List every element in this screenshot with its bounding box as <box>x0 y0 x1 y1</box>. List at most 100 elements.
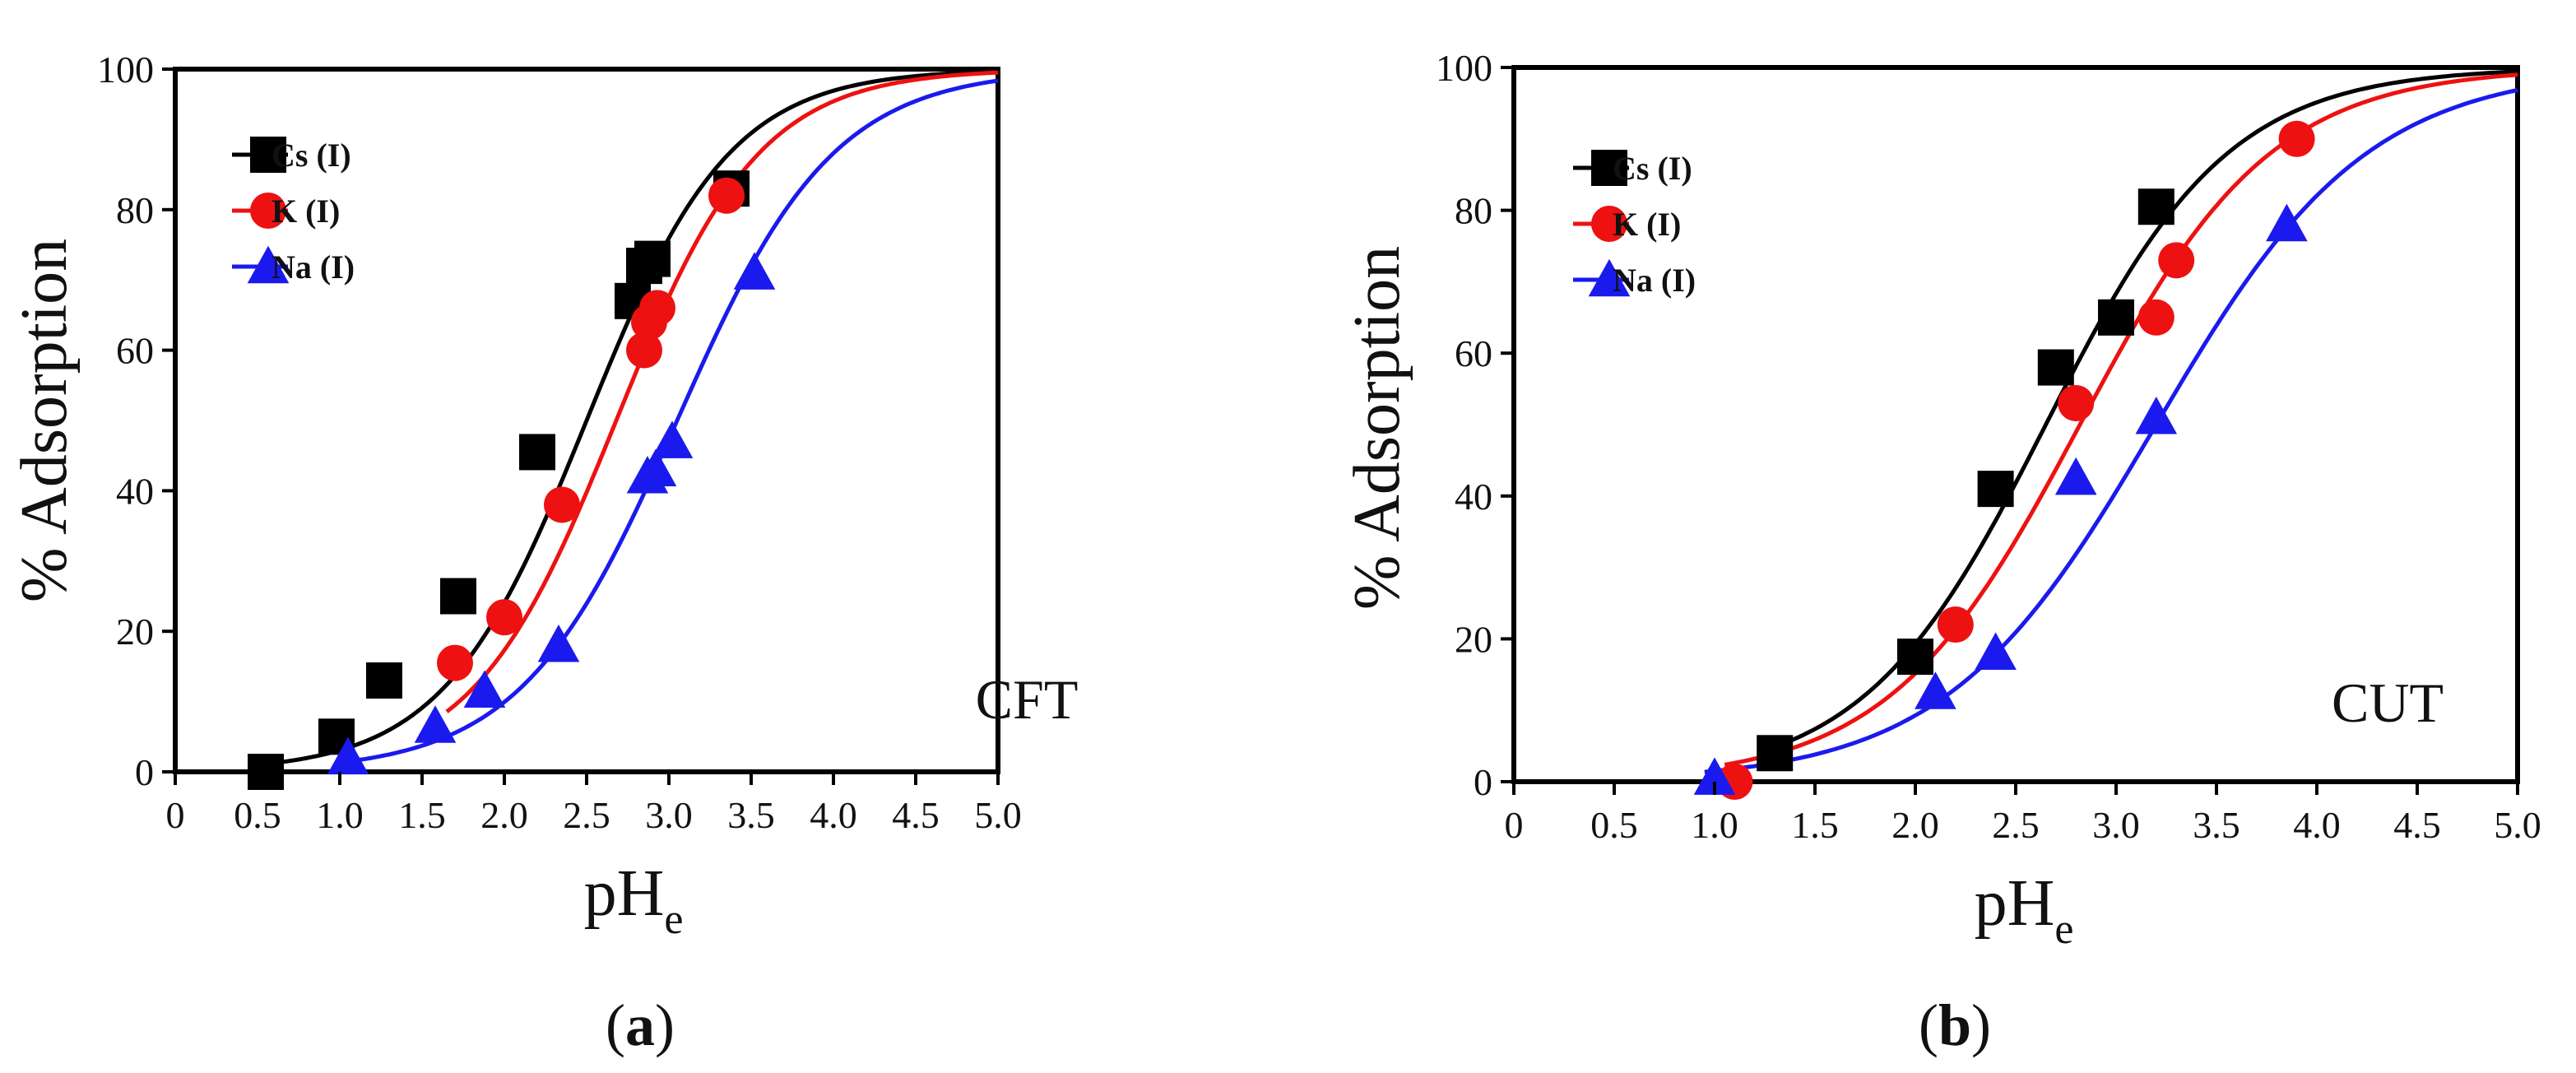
data-point-series-2 <box>2054 457 2097 495</box>
data-point-series-2 <box>1915 671 1956 709</box>
data-point-series-0 <box>634 240 671 277</box>
data-point-series-2 <box>2135 397 2178 434</box>
data-point-series-0 <box>1897 639 1933 676</box>
fit-curve-series-0 <box>257 69 999 767</box>
data-point-series-0 <box>2137 188 2175 225</box>
y-tick-label: 60 <box>116 330 154 372</box>
y-tick-label: 0 <box>135 751 154 793</box>
x-tick-label: 4.0 <box>810 794 857 836</box>
data-points <box>248 170 776 790</box>
data-point-series-1 <box>639 290 675 327</box>
y-axis-ticks: 0 20 40 60 80 100 <box>1436 47 1514 803</box>
legend-label: K (I) <box>1613 206 1681 243</box>
data-point-series-0 <box>366 662 402 699</box>
x-tick-label: 1.5 <box>1791 804 1839 846</box>
data-point-series-0 <box>440 578 476 615</box>
x-axis-ticks: 0 0.5 1.0 1.5 2.0 2.5 3.0 3.5 4.0 4.5 5.0 <box>166 772 1022 836</box>
y-tick-label: 100 <box>97 49 154 91</box>
x-tick-label: 0 <box>1505 804 1524 846</box>
x-axis-title-subscript: e <box>664 896 683 943</box>
y-tick-label: 20 <box>1455 618 1492 660</box>
legend-marker <box>1591 206 1627 242</box>
x-tick-label: 3.0 <box>2092 804 2140 846</box>
data-point-series-2 <box>1693 757 1736 795</box>
data-point-series-2 <box>651 420 694 458</box>
x-tick-label: 1.0 <box>1691 804 1738 846</box>
data-point-series-2 <box>733 252 776 290</box>
data-point-series-1 <box>437 644 473 681</box>
y-tick-label: 40 <box>1455 476 1492 518</box>
x-tick-label: 2.0 <box>1891 804 1939 846</box>
fit-curves <box>1704 69 2518 774</box>
data-point-series-0 <box>1757 735 1794 772</box>
data-point-series-1 <box>2278 120 2315 157</box>
y-tick-label: 80 <box>1455 190 1492 232</box>
x-axis-title: pHe <box>1975 867 2074 953</box>
fit-curve-series-0 <box>1764 69 2518 753</box>
x-tick-label: 4.5 <box>892 794 940 836</box>
data-point-series-2 <box>537 624 580 662</box>
x-tick-label: 4.0 <box>2293 804 2341 846</box>
data-point-series-2 <box>1975 632 2017 670</box>
caption-letter: b <box>1938 992 1971 1058</box>
data-points <box>1693 120 2315 800</box>
annotation-label: CFT <box>976 668 1079 731</box>
x-tick-label: 2.5 <box>1992 804 2040 846</box>
data-point-series-0 <box>1977 471 2014 508</box>
y-tick-label: 40 <box>116 470 154 512</box>
legend-marker <box>1591 150 1627 186</box>
data-point-series-2 <box>414 705 457 743</box>
panel-caption: (b) <box>1919 992 1991 1058</box>
panel-caption: (a) <box>606 992 675 1058</box>
y-tick-label: 20 <box>116 611 154 653</box>
y-tick-label: 60 <box>1455 332 1492 374</box>
data-point-series-1 <box>626 332 662 369</box>
x-tick-label: 2.5 <box>563 794 610 836</box>
x-axis-title-subscript: e <box>2054 906 2073 953</box>
x-tick-label: 2.0 <box>480 794 528 836</box>
annotation-label: CUT <box>2332 671 2444 734</box>
legend-marker <box>250 193 286 229</box>
legend-label: Cs (I) <box>272 137 351 174</box>
x-tick-label: 1.0 <box>316 794 364 836</box>
legend-label: Cs (I) <box>1613 150 1692 187</box>
legend: Cs (I) K (I) Na (I) <box>232 137 355 286</box>
x-tick-label: 0.5 <box>1590 804 1638 846</box>
panel-b: 0 0.5 1.0 1.5 2.0 2.5 3.0 3.5 4.0 4.5 5.0 0 20 40 60 8… <box>1341 47 2541 1058</box>
y-axis-title: % Adsorption <box>1341 246 1413 610</box>
data-point-series-1 <box>544 486 580 523</box>
data-point-series-2 <box>463 670 506 708</box>
y-tick-label: 100 <box>1436 47 1492 89</box>
legend-marker <box>250 137 286 173</box>
legend-label: Na (I) <box>272 249 355 286</box>
x-tick-label: 0.5 <box>234 794 281 836</box>
data-point-series-1 <box>2058 384 2095 421</box>
y-tick-label: 0 <box>1474 761 1492 803</box>
data-point-series-1 <box>486 599 522 636</box>
data-point-series-0 <box>2037 349 2074 386</box>
data-point-series-1 <box>1937 606 1974 643</box>
x-tick-label: 5.0 <box>2494 804 2541 846</box>
x-tick-label: 3.0 <box>645 794 693 836</box>
x-tick-label: 1.5 <box>398 794 446 836</box>
x-axis-title-main: pH <box>584 857 665 930</box>
data-point-series-1 <box>2137 299 2175 336</box>
panel-a: 0 0.5 1.0 1.5 2.0 2.5 3.0 3.5 4.0 4.5 5.0 0 20 40 60 8… <box>8 49 1078 1058</box>
fit-curve-series-2 <box>1704 88 2518 774</box>
legend-marker <box>1588 258 1631 297</box>
data-point-series-0 <box>2098 299 2134 336</box>
x-tick-label: 0 <box>166 794 185 836</box>
data-point-series-2 <box>327 736 369 775</box>
legend-marker <box>247 245 290 284</box>
x-axis-title: pHe <box>584 857 684 943</box>
data-point-series-1 <box>708 177 745 214</box>
data-point-series-2 <box>634 448 677 487</box>
y-tick-label: 80 <box>116 189 154 231</box>
fit-curve-series-1 <box>1724 72 2518 767</box>
y-axis-title: % Adsorption <box>8 239 81 602</box>
data-point-series-2 <box>2266 203 2308 242</box>
x-axis-title-main: pH <box>1975 867 2055 940</box>
x-tick-label: 3.5 <box>727 794 775 836</box>
caption-letter: a <box>625 992 655 1058</box>
legend: Cs (I) K (I) Na (I) <box>1573 150 1696 299</box>
